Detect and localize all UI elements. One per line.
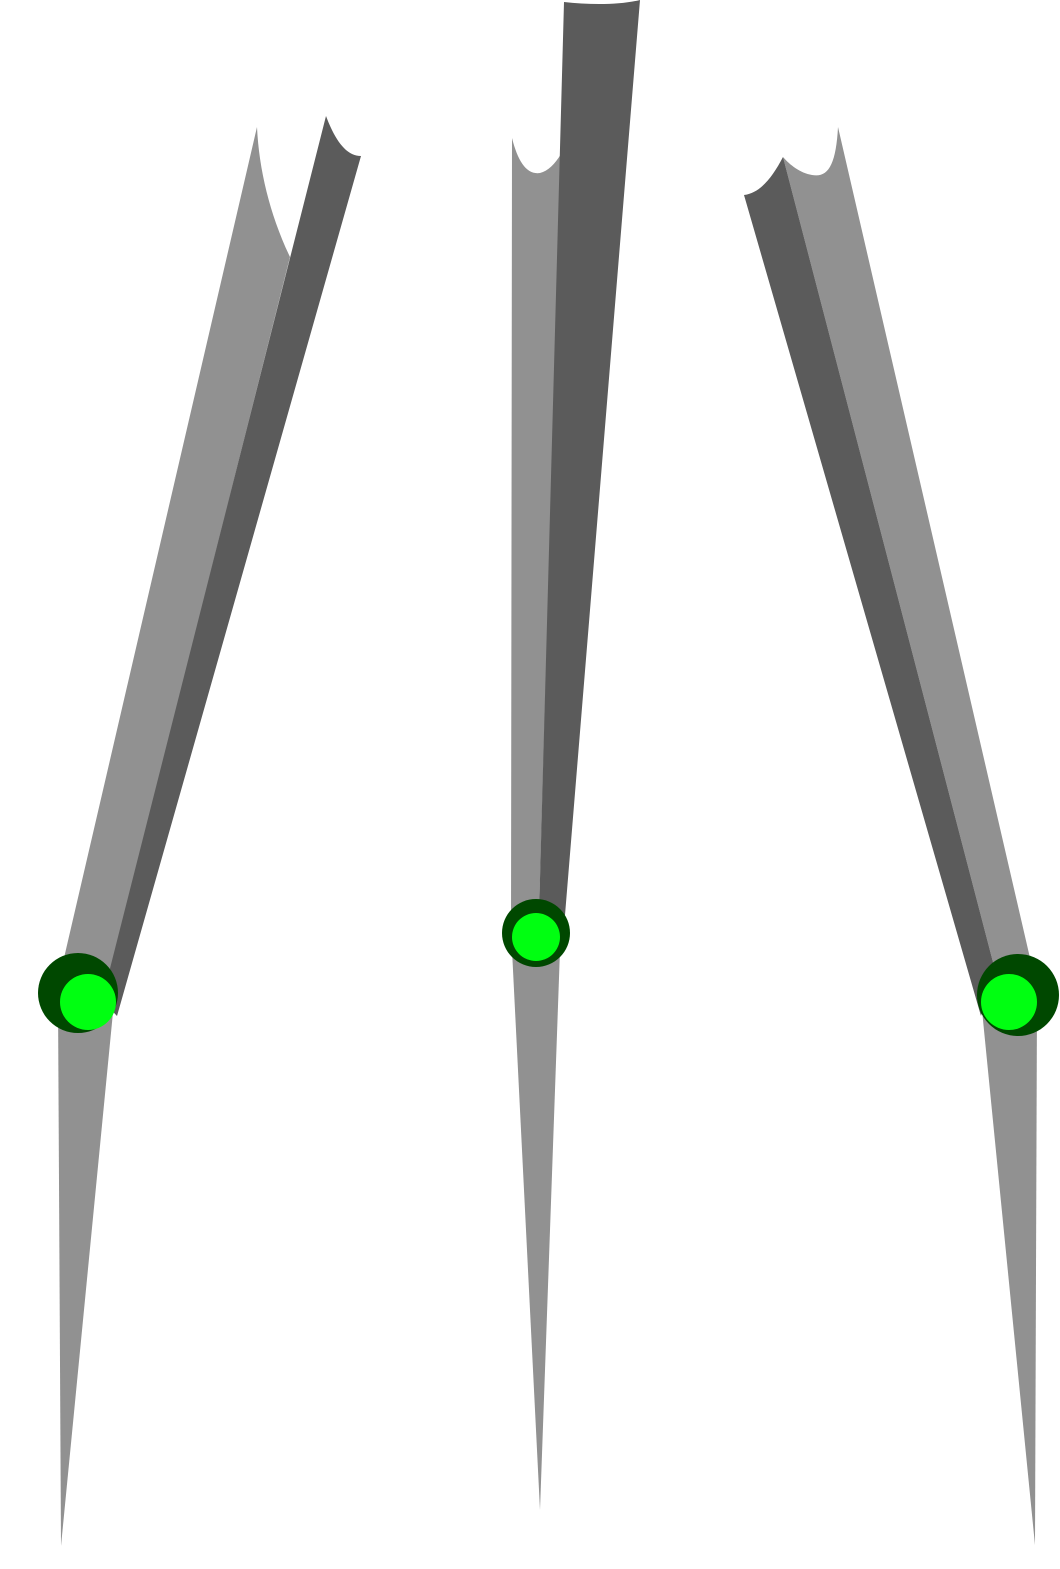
leg-center-upper-light-segment [511, 138, 561, 935]
knee-joint-inner [512, 913, 560, 961]
leg-right-lower-segment [981, 1000, 1037, 1545]
leg-left [38, 116, 361, 1546]
leg-center-lower-segment [512, 950, 560, 1510]
leg-left-upper-dark-segment [102, 116, 361, 1016]
leg-left-upper-light-segment [64, 127, 290, 1000]
leg-center [502, 0, 640, 1510]
leg-right-upper-light-segment [783, 127, 1030, 966]
knee-joint-icon [977, 954, 1059, 1036]
knee-joint-inner [60, 974, 116, 1030]
knee-joint-icon [502, 899, 570, 967]
leg-right [744, 127, 1059, 1545]
knee-joint-icon [38, 953, 118, 1033]
knee-joint-inner [981, 974, 1037, 1030]
leg-center-upper-dark-segment [539, 0, 640, 915]
leg-left-lower-segment [58, 1000, 114, 1546]
leg-right-upper-dark-segment [744, 157, 994, 1016]
